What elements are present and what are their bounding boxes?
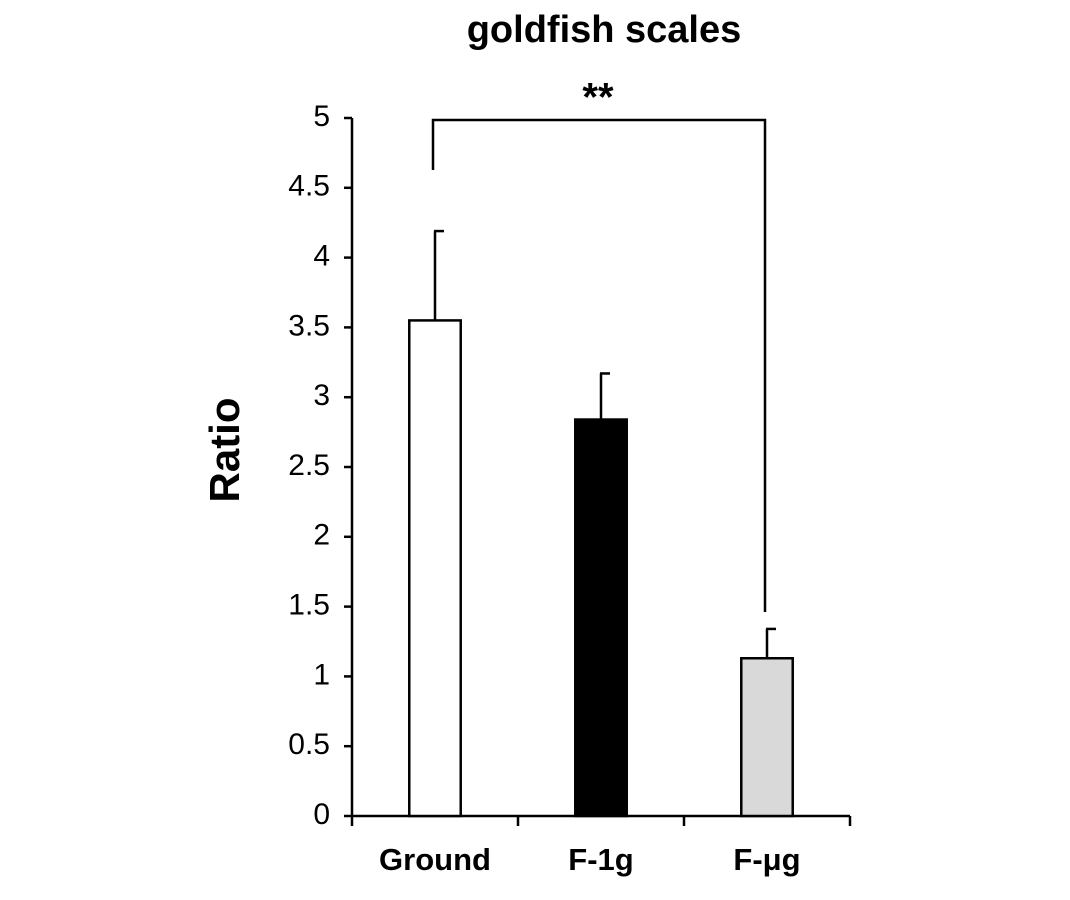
x-tick-label: F-μg [733,842,800,877]
x-tick-label: Ground [379,842,491,877]
x-tick-label: F-1g [568,842,633,877]
y-tick-label: 0 [313,798,330,831]
y-tick-label: 0.5 [288,728,330,761]
y-tick-label: 4 [313,240,330,273]
y-tick-label: 4.5 [288,170,330,203]
y-tick-label: 2.5 [288,449,330,482]
y-tick-label: 5 [313,100,330,133]
bar [408,319,462,818]
y-tick-label: 1.5 [288,589,330,622]
y-tick-label: 3 [313,379,330,412]
bar [740,657,794,818]
bar [574,418,628,818]
y-tick-label: 2 [313,519,330,552]
y-tick-label: 1 [313,658,330,691]
y-tick-label: 3.5 [288,309,330,342]
chart-title: goldfish scales [467,9,742,51]
y-axis-label: Ratio [201,398,248,503]
significance-label: ** [582,76,614,120]
significance-bracket [431,118,767,612]
